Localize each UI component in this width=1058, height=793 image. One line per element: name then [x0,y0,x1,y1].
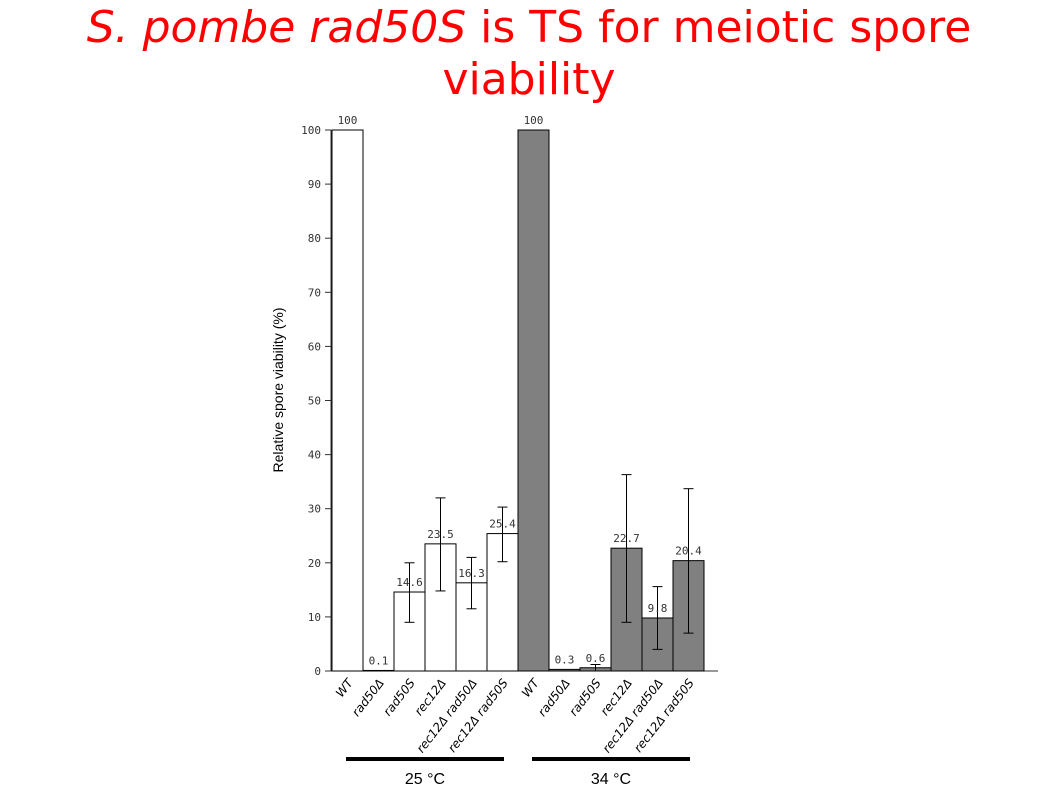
y-tick-label: 80 [308,232,321,245]
y-tick-label: 30 [308,503,321,516]
y-tick-label: 100 [301,124,321,137]
bar-value-label: 100 [338,114,358,127]
bar-value-label: 22.7 [613,532,640,545]
bar-value-label: 0.6 [586,652,606,665]
category-label: rad50Δ [349,676,387,719]
category-label: rad50S [380,676,418,719]
bar [517,129,550,672]
bar-value-label: 0.3 [555,653,575,666]
bar-value-label: 9.8 [648,602,668,615]
y-tick-label: 10 [308,611,321,624]
bar-value-label: 23.5 [427,528,454,541]
y-tick-label: 50 [308,395,321,408]
bar-value-label: 14.6 [396,576,423,589]
y-tick-label: 90 [308,178,321,191]
y-tick-label: 60 [308,340,321,353]
bar-value-label: 16.3 [458,567,485,580]
y-tick-label: 40 [308,449,321,462]
title-italic-part: S. pombe rad50S [86,2,467,53]
bar-value-label: 100 [524,114,544,127]
y-axis-label: Relative spore viability (%) [270,308,286,473]
bar [548,668,581,672]
bar [331,129,364,672]
y-tick-label: 0 [314,665,321,678]
bar-value-label: 20.4 [675,545,702,558]
group-label: 34 °C [591,771,631,788]
category-label: rad50Δ [535,676,573,719]
slide-title: S. pombe rad50S is TS for meiotic spore … [0,2,1058,106]
bar-value-label: 0.1 [369,654,389,667]
category-label: rad50S [566,676,604,719]
group-label: 25 °C [405,771,445,788]
category-label: WT [519,675,543,700]
y-tick-label: 20 [308,557,321,570]
bar-value-label: 25.4 [489,518,516,531]
title-rest: is TS for meiotic spore viability [442,2,972,105]
y-tick-label: 70 [308,286,321,299]
category-label: WT [333,675,357,700]
bar [362,669,395,672]
